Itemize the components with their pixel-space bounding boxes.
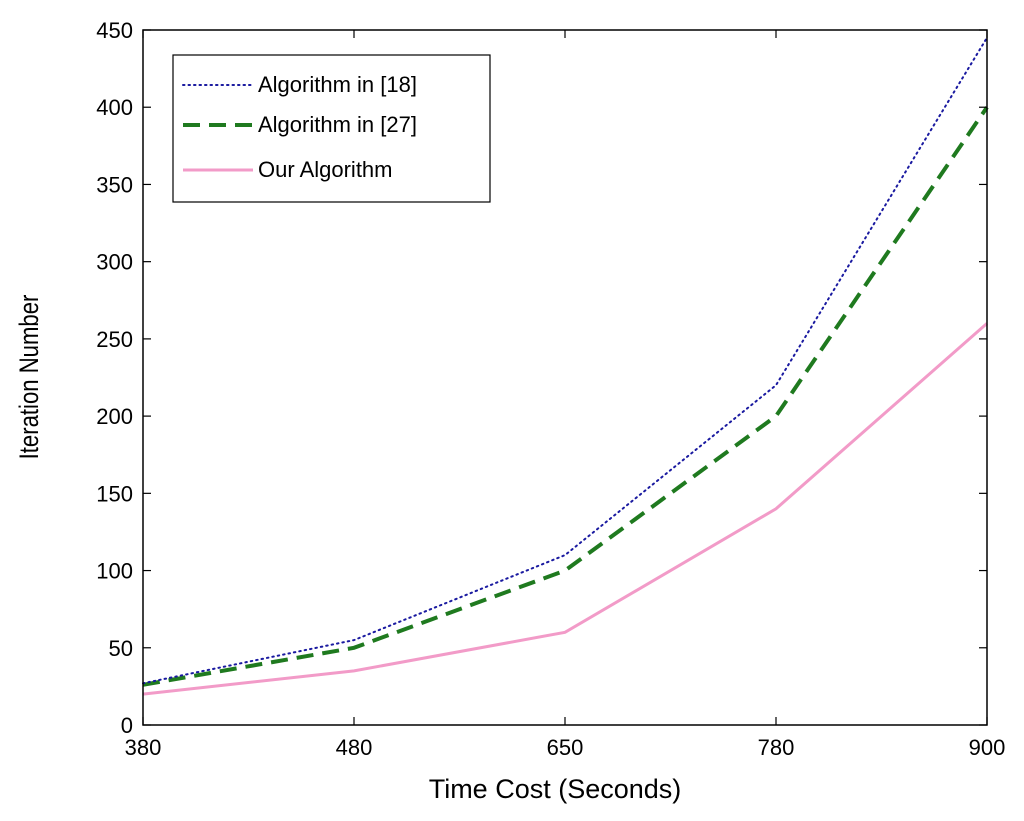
series-line-our-algorithm [143,323,987,694]
y-tick-label: 0 [121,713,133,738]
y-tick-label: 450 [96,18,133,43]
y-tick-label: 50 [109,636,133,661]
legend-label: Algorithm in [27] [258,112,417,137]
x-tick-label: 480 [336,735,373,760]
y-tick-label: 400 [96,95,133,120]
legend: Algorithm in [18] Algorithm in [27] Our Al… [173,55,490,202]
x-tick-label: 380 [125,735,162,760]
y-tick-label: 300 [96,250,133,275]
x-tick-label: 780 [758,735,795,760]
y-tick-label: 150 [96,481,133,506]
x-axis-title: Time Cost (Seconds) [429,774,682,804]
y-tick-label: 250 [96,327,133,352]
y-tick-label: 200 [96,404,133,429]
x-tick-label: 650 [547,735,584,760]
y-tick-label: 350 [96,172,133,197]
y-axis-title: Iteration Number [15,295,45,460]
legend-label: Algorithm in [18] [258,72,417,97]
legend-label: Our Algorithm [258,157,393,182]
y-tick-label: 100 [96,559,133,584]
x-tick-label: 900 [969,735,1006,760]
